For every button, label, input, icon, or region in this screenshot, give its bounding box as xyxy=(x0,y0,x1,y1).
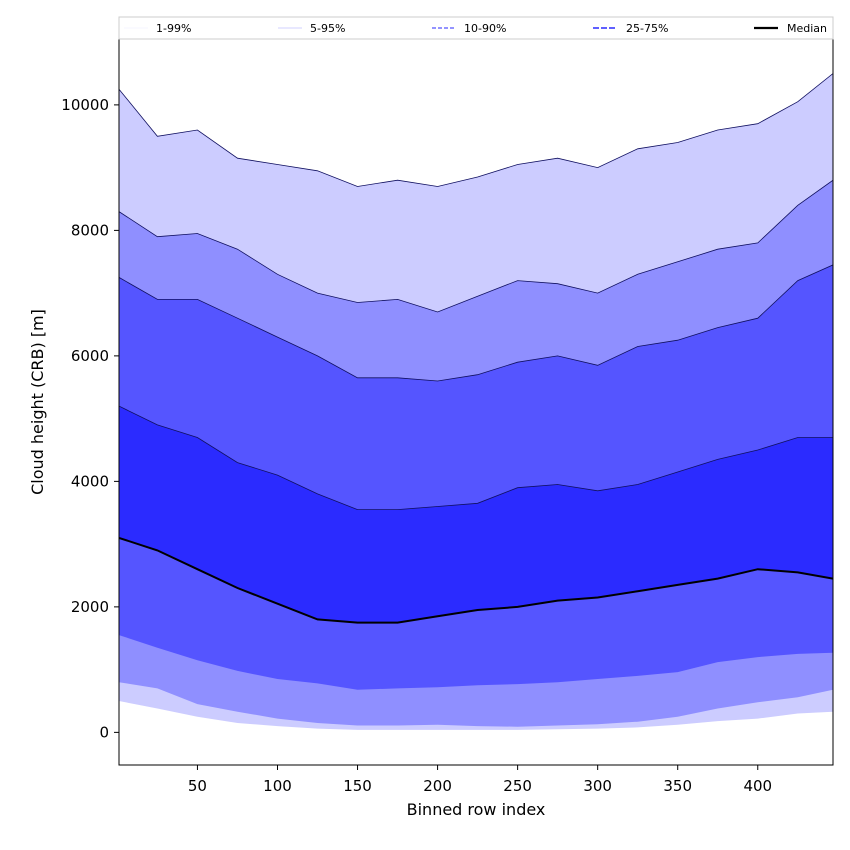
y-axis-title: Cloud height (CRB) [m] xyxy=(28,309,47,495)
y-tick-label: 10000 xyxy=(61,96,109,114)
band-5-95-upper-edge xyxy=(119,179,833,313)
legend-label-25-75: 25-75% xyxy=(626,22,668,35)
legend-label-1-99: 1-99% xyxy=(156,22,191,35)
median-line-group xyxy=(119,536,833,624)
legend-box xyxy=(118,16,834,40)
band-10-90-upper-edge xyxy=(119,264,833,382)
y-tick-label: 6000 xyxy=(71,347,109,365)
x-tick-label: 200 xyxy=(423,777,452,795)
x-tick-label: 100 xyxy=(263,777,292,795)
y-tick-label: 2000 xyxy=(71,598,109,616)
legend-label-10-90: 10-90% xyxy=(464,22,506,35)
y-tick-label: 8000 xyxy=(71,221,109,239)
legend-label-5-95: 5-95% xyxy=(310,22,345,35)
x-tick-label: 250 xyxy=(503,777,532,795)
band-25-75-area xyxy=(119,406,833,623)
y-tick-label: 0 xyxy=(99,723,109,741)
x-axis-title: Binned row index xyxy=(407,800,546,819)
y-axis: 0 2000 4000 6000 8000 10000 xyxy=(61,96,119,741)
band-25-75-upper-edge xyxy=(119,405,833,510)
legend-label-Median: Median xyxy=(787,22,827,35)
x-axis: 50 100 150 200 250 300 350 400 xyxy=(188,765,772,795)
x-tick-label: 300 xyxy=(583,777,612,795)
legend: 1-99% 5-95% 10-90% 25-75% Median xyxy=(118,16,834,40)
x-tick-label: 400 xyxy=(743,777,772,795)
median-line xyxy=(119,536,833,624)
x-tick-label: 150 xyxy=(343,777,372,795)
band-1-99-upper-edge xyxy=(119,73,833,187)
y-tick-label: 4000 xyxy=(71,472,109,490)
percentile-bands xyxy=(119,73,833,730)
x-tick-label: 350 xyxy=(663,777,692,795)
x-tick-label: 50 xyxy=(188,777,207,795)
